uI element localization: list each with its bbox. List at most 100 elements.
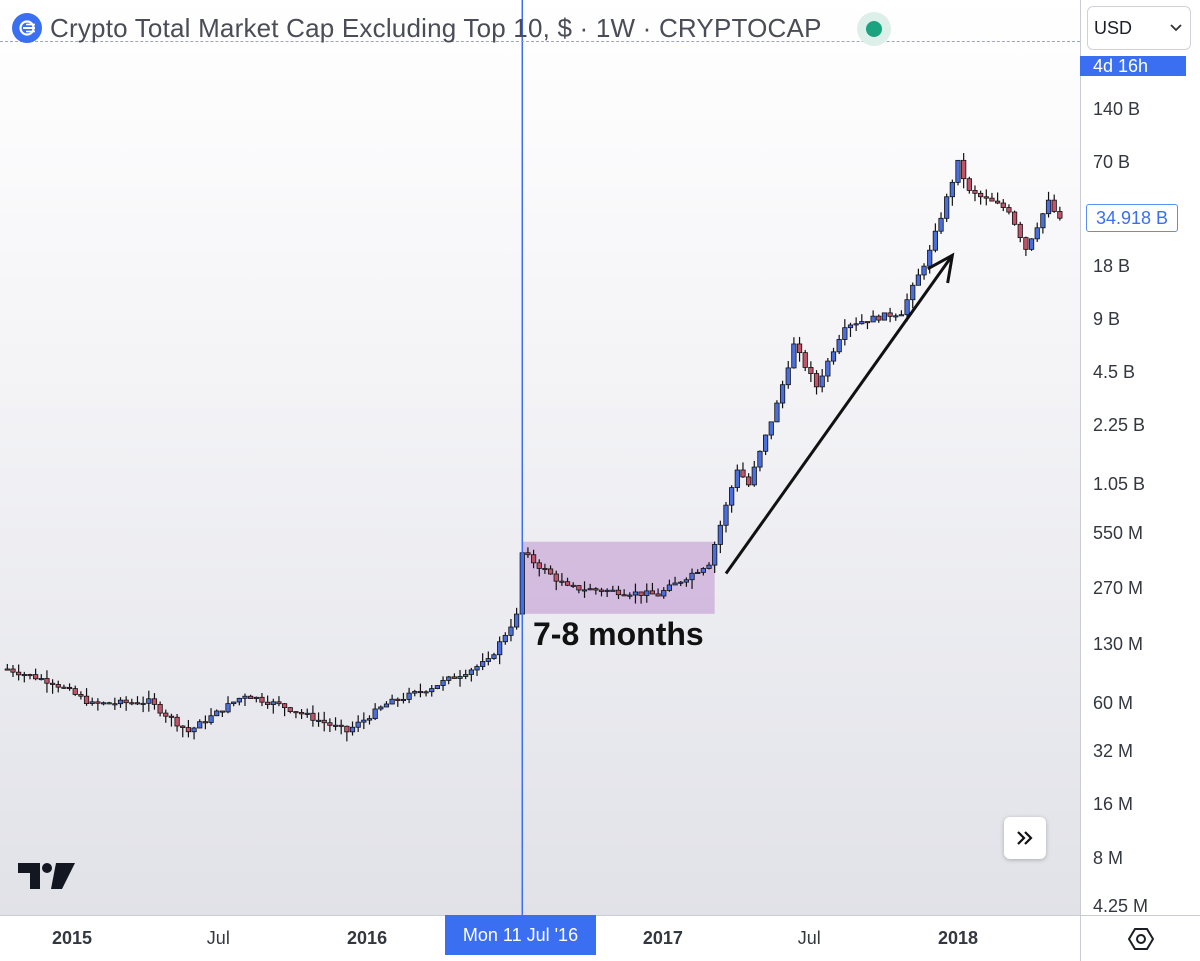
candle [842,319,848,346]
candle-body [842,327,848,340]
bar-countdown: 4d 16h [1080,56,1186,76]
candle [717,520,723,554]
candle-body [712,544,718,566]
candle-body [774,402,780,423]
candle [417,683,424,698]
candle-body [174,716,180,727]
candle-body [932,230,938,251]
candle-body [451,676,457,679]
candle-body [627,594,633,597]
chart-pane[interactable]: Crypto Total Market Cap Excluding Top 10… [0,0,1080,915]
candle [627,592,633,600]
candle [689,568,695,589]
candle [802,349,808,372]
candle [995,192,1001,205]
candle [740,462,746,478]
candle-body [66,686,73,689]
candle-body [27,674,33,677]
candle-body [593,588,599,591]
candle-body [423,691,429,694]
candle-body [44,678,50,684]
candle-body [598,589,605,592]
candle-body [1000,202,1006,208]
candle-body [1028,238,1035,250]
candle [429,684,435,697]
candle-body [938,217,944,232]
candle [530,549,537,569]
scroll-to-realtime-button[interactable] [1004,817,1046,859]
candle [49,679,56,694]
candle-body [978,192,984,198]
candle-body [655,593,661,597]
candle-body [355,721,361,728]
candle-body [287,707,293,712]
currency-select[interactable]: USD [1087,6,1191,50]
candle [117,697,124,708]
candle-body [485,658,491,662]
candle [355,715,361,733]
trend-arrow-line[interactable] [724,254,954,575]
price-axis[interactable] [1080,0,1200,915]
candle-body [315,719,322,722]
candle [893,313,899,321]
candle-body [638,591,644,596]
candle-body [644,590,650,596]
candle [864,321,871,330]
candle [304,708,310,718]
price-tick-label: 130 M [1093,633,1144,654]
candle-body [740,469,746,478]
candle-body [140,702,146,705]
candle-body [446,676,452,681]
candle [870,310,876,323]
candle-body [310,712,316,721]
candle-body [661,590,667,597]
candle [185,719,192,738]
time-tick-label: 2018 [937,928,979,948]
candle-body [202,721,208,724]
crosshair-date-label: Mon 11 Jul '16 [445,915,596,955]
candle-body [55,684,61,688]
candle [1000,199,1006,212]
candle-body [180,725,186,728]
candle [446,675,452,685]
candle-body [508,626,514,636]
candle-body [570,584,576,587]
candle [231,701,237,707]
candle-body [100,702,107,705]
gear-icon[interactable] [1127,925,1155,958]
candle-body [995,200,1001,204]
candle-body [38,678,44,681]
candle [146,690,152,712]
candle [468,667,474,682]
candle [514,607,520,630]
candle-body [16,671,22,676]
tradingview-logo[interactable] [18,860,76,897]
market-status-indicator[interactable] [857,12,891,46]
candle [536,559,542,577]
candle-body [1006,207,1012,213]
candle [265,695,271,709]
candle-body [197,721,203,729]
candle [361,712,367,730]
candle-body [587,588,593,591]
candle [712,541,718,574]
candle-body [412,691,418,694]
candle [310,705,316,727]
trend-arrow-head [927,252,955,284]
candle [819,369,825,393]
candle [180,725,186,738]
candle [966,176,972,194]
candle [112,697,118,710]
candle [813,370,820,395]
candle-body [695,571,701,574]
candle [598,587,605,597]
candle [938,212,944,234]
candle [457,670,463,687]
candlestick-chart[interactable] [0,0,1080,915]
candle-body [417,691,424,694]
candle [830,347,837,365]
candle [672,576,678,586]
candle [327,718,333,733]
candle-body [349,726,356,733]
candle-body [117,699,124,705]
